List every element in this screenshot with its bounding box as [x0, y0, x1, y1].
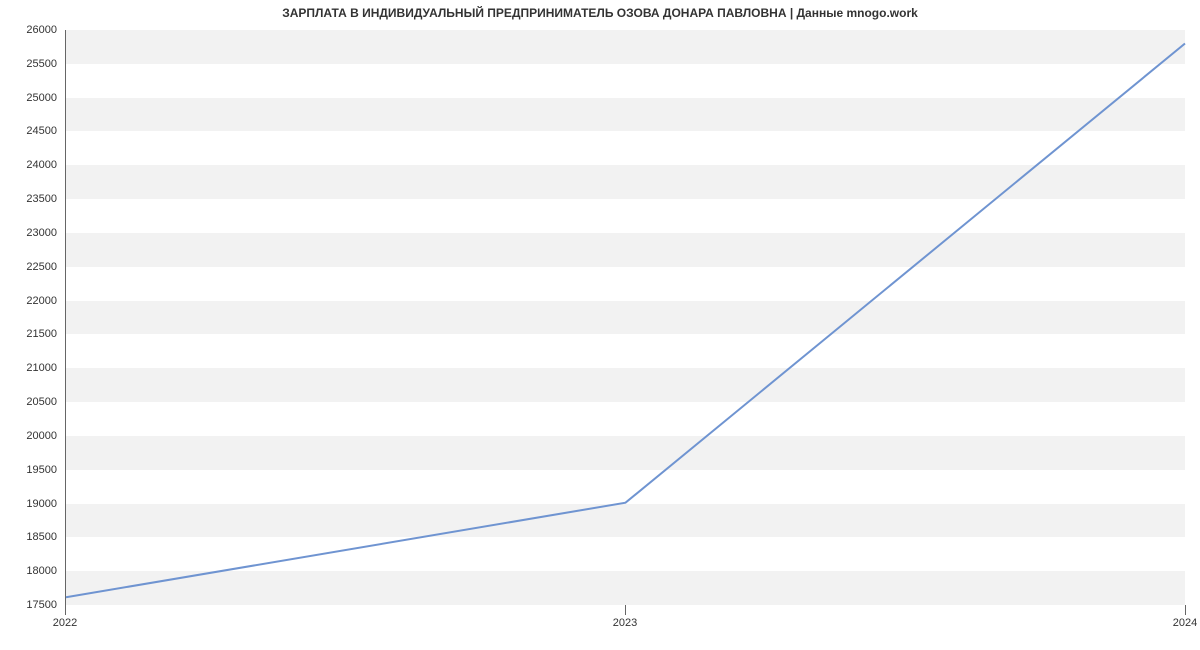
y-tick-label: 19000 — [0, 498, 57, 510]
y-tick-label: 19500 — [0, 464, 57, 476]
y-tick-label: 23500 — [0, 193, 57, 205]
line-series — [66, 30, 1185, 604]
x-tick-label: 2022 — [53, 617, 77, 629]
y-tick-label: 25000 — [0, 92, 57, 104]
y-tick-label: 26000 — [0, 24, 57, 36]
salary-line-chart: ЗАРПЛАТА В ИНДИВИДУАЛЬНЫЙ ПРЕДПРИНИМАТЕЛ… — [0, 0, 1200, 650]
y-tick-label: 25500 — [0, 58, 57, 70]
y-tick-label: 17500 — [0, 599, 57, 611]
y-tick-label: 24500 — [0, 125, 57, 137]
x-tick-mark — [65, 605, 66, 615]
y-tick-label: 22000 — [0, 295, 57, 307]
plot-area — [65, 30, 1185, 605]
y-tick-label: 22500 — [0, 261, 57, 273]
y-tick-label: 18500 — [0, 531, 57, 543]
y-tick-label: 18000 — [0, 565, 57, 577]
y-tick-label: 20000 — [0, 430, 57, 442]
y-tick-label: 23000 — [0, 227, 57, 239]
x-tick-label: 2024 — [1173, 617, 1197, 629]
y-tick-label: 21000 — [0, 362, 57, 374]
x-tick-mark — [1185, 605, 1186, 615]
y-tick-label: 24000 — [0, 159, 57, 171]
x-tick-label: 2023 — [613, 617, 637, 629]
chart-title: ЗАРПЛАТА В ИНДИВИДУАЛЬНЫЙ ПРЕДПРИНИМАТЕЛ… — [0, 6, 1200, 20]
series-line — [66, 44, 1185, 598]
x-tick-mark — [625, 605, 626, 615]
y-tick-label: 21500 — [0, 328, 57, 340]
y-tick-label: 20500 — [0, 396, 57, 408]
